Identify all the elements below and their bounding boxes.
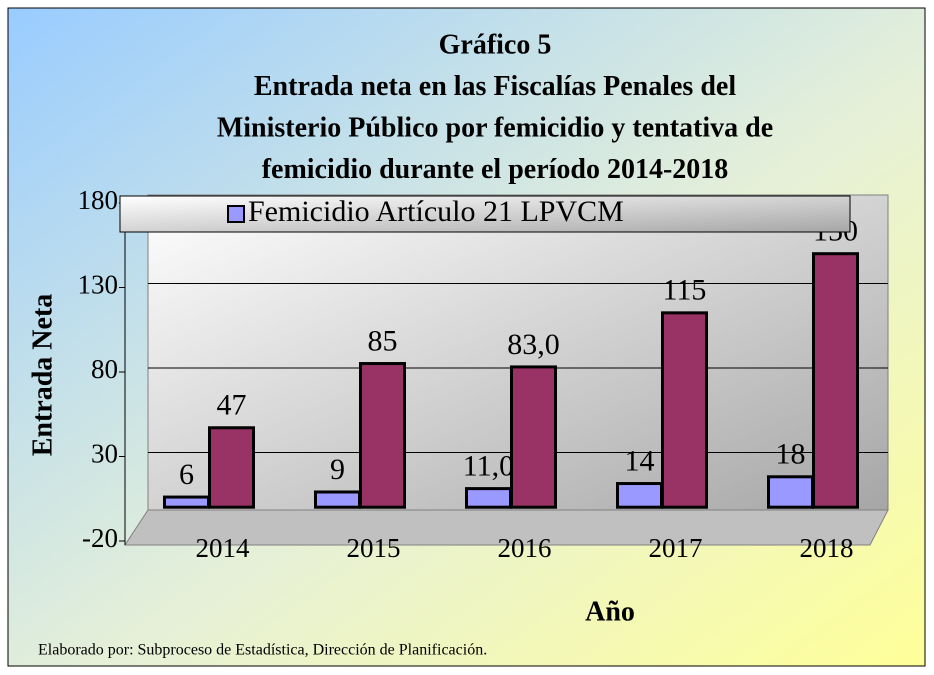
data-label: 9 — [330, 453, 345, 486]
y-tick-label: 30 — [91, 439, 118, 469]
bar — [314, 490, 361, 509]
bar — [163, 495, 210, 509]
y-tick-label: 180 — [78, 185, 119, 215]
y-axis-label: Entrada Neta — [27, 294, 58, 457]
x-tick-label: 2017 — [649, 533, 703, 563]
x-tick-label: 2018 — [800, 533, 854, 563]
chart-title: Gráfico 5 — [439, 29, 552, 60]
legend-entry: Femicidio Artículo 21 LPVCM — [248, 195, 624, 228]
bar — [661, 311, 708, 509]
y-tick-label: 80 — [91, 354, 118, 384]
bar — [616, 482, 663, 509]
chart-title: Ministerio Público por femicidio y tenta… — [217, 112, 773, 143]
data-label: 85 — [368, 324, 398, 357]
data-label: 18 — [776, 438, 806, 471]
bar — [465, 487, 512, 509]
bar — [767, 475, 814, 509]
bar — [359, 362, 406, 509]
plot-floor — [124, 509, 889, 546]
x-tick-label: 2014 — [196, 533, 251, 563]
footer: Elaborado por: Subproceso de Estadística… — [38, 642, 487, 659]
data-label: 83,0 — [507, 328, 560, 361]
data-label: 115 — [663, 274, 707, 307]
x-tick-label: 2015 — [347, 533, 401, 563]
x-axis-label: Año — [585, 596, 635, 627]
bar — [812, 252, 859, 509]
data-label: 47 — [217, 389, 247, 422]
bar — [510, 365, 557, 509]
chart-title: femicidio durante el período 2014-2018 — [262, 154, 729, 185]
bar — [208, 426, 255, 509]
data-label: 14 — [625, 444, 655, 477]
data-label: 6 — [179, 458, 194, 491]
y-tick-label: 130 — [78, 270, 119, 300]
y-tick-label: -20 — [82, 523, 118, 553]
chart-title: Entrada neta en las Fiscalías Penales de… — [254, 71, 736, 102]
legend-swatch — [227, 205, 245, 223]
x-tick-label: 2016 — [498, 533, 552, 563]
data-label: 11,0 — [463, 450, 514, 483]
